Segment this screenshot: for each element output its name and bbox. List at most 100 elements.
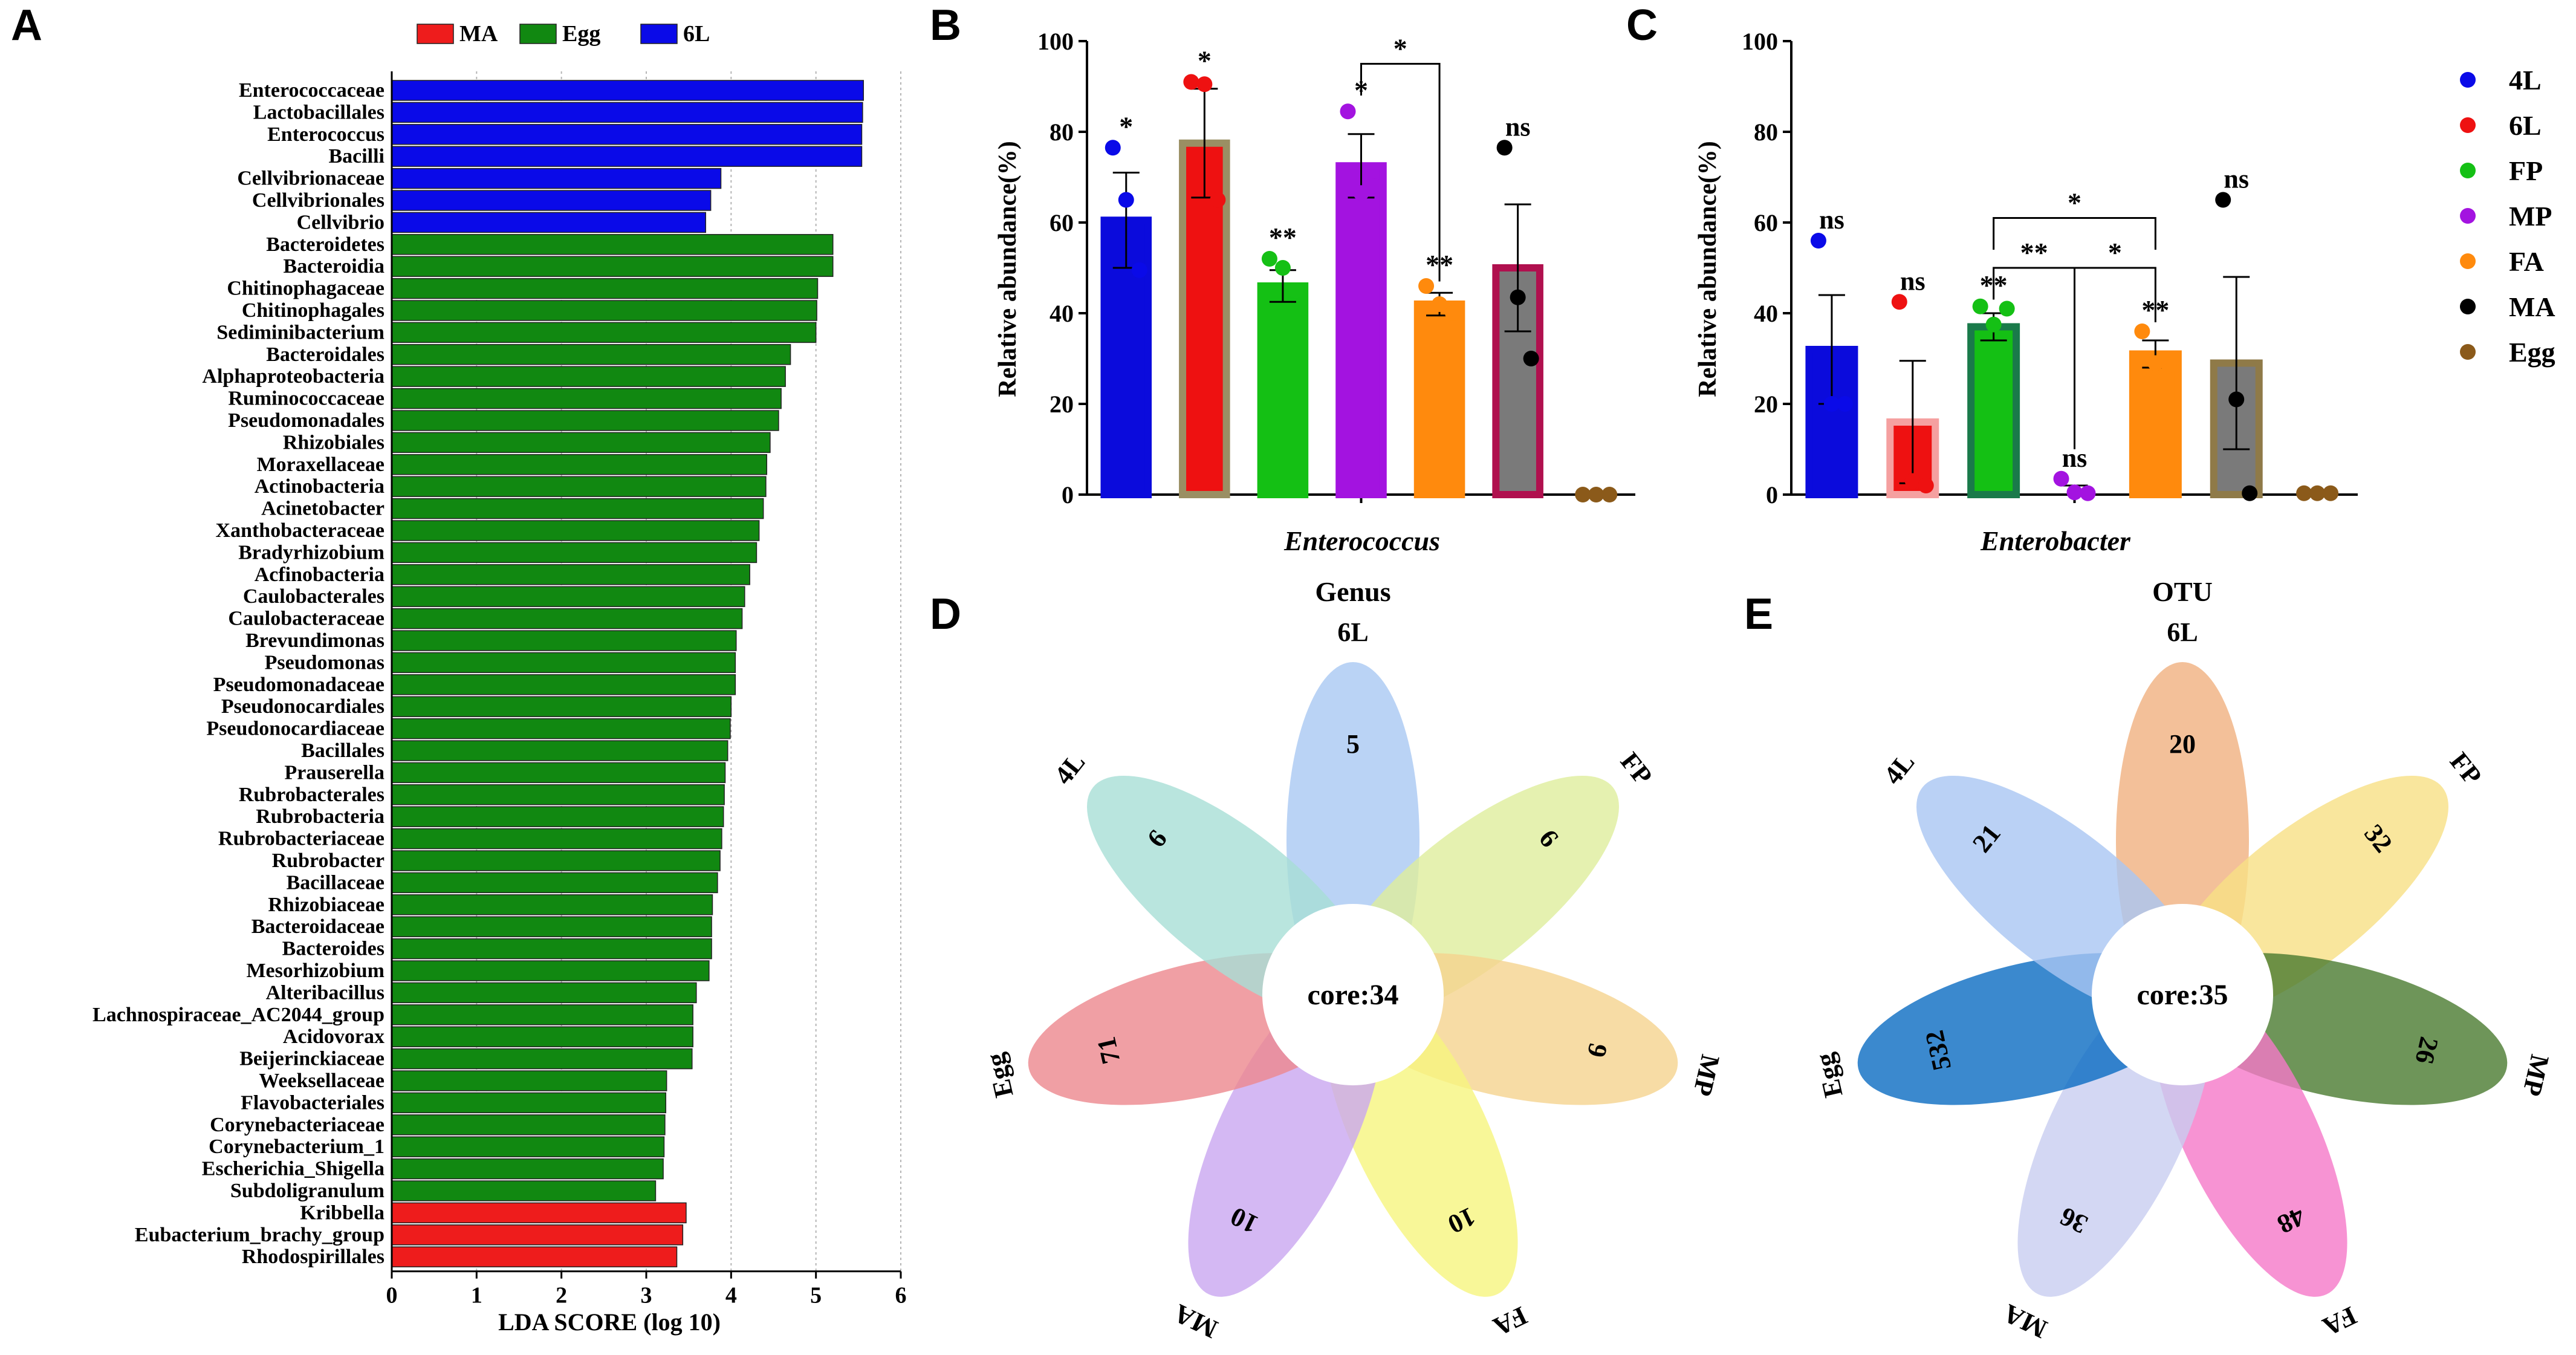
lda-x-axis-label: LDA SCORE (log 10) [498, 1308, 721, 1336]
core-circle [2092, 904, 2273, 1085]
lda-bar [391, 146, 863, 167]
lda-x-tick-label: 6 [895, 1283, 907, 1308]
legend-marker-FP [2460, 163, 2476, 178]
data-point [2080, 485, 2096, 501]
lda-category-label: Prauserella [284, 761, 384, 784]
significance-label: ns [2224, 164, 2249, 194]
data-point [1523, 351, 1539, 366]
bracket-label: ** [2020, 237, 2048, 268]
petal-value-MP: 26 [2409, 1034, 2444, 1067]
lda-category-label: Pseudonocardiaceae [206, 718, 384, 740]
lda-category-labels: EnterococcaceaeLactobacillalesEnterococc… [92, 79, 384, 1268]
lda-bar [391, 586, 745, 607]
lda-bar [391, 542, 758, 564]
lda-category-label: Alteribacillus [266, 981, 384, 1004]
lda-category-label: Chitinophagaceae [227, 278, 384, 300]
lda-category-label: Rhodospirillales [242, 1246, 384, 1268]
lda-category-label: Pseudomonadales [228, 409, 384, 432]
lda-legend: MA Egg 6L [417, 21, 710, 47]
core-circle [1262, 904, 1444, 1085]
lda-bar [391, 1180, 657, 1201]
lda-category-label: Cellvibrio [297, 211, 384, 233]
lda-bar [391, 1004, 693, 1025]
panel-label-b: B [930, 1, 961, 50]
lda-bar [391, 982, 697, 1004]
lda-category-label: Rubrobacterales [239, 784, 384, 806]
panel-label-d: D [930, 590, 961, 639]
bracket-label: * [2068, 187, 2081, 218]
legend-marker-MP [2460, 208, 2476, 224]
lda-category-label: Pseudomonas [265, 651, 384, 674]
significance-label: ns [1819, 205, 1844, 235]
bar-FA [1413, 301, 1465, 498]
data-point [2053, 470, 2069, 487]
lda-category-label: Lactobacillales [253, 101, 384, 123]
data-point [1340, 103, 1356, 120]
lda-category-label: Lachnospiraceae_AC2044_group [92, 1004, 384, 1026]
lda-bar [391, 322, 817, 343]
lda-bar [391, 102, 863, 123]
bar-FP [1967, 323, 2020, 498]
data-point [1131, 262, 1147, 278]
lda-x-tick-label: 2 [556, 1283, 567, 1308]
lda-bar [391, 1048, 693, 1070]
lda-bar [391, 366, 786, 387]
legend-label-MP: MP [2509, 201, 2552, 232]
lda-bar [391, 916, 712, 937]
y-tick-label: 0 [1766, 481, 1778, 509]
lda-category-label: Corynebacterium_1 [209, 1136, 384, 1158]
otu-flower-diagram: OTU 206L32FP26MP48FA36MA532Egg214Lcore:3… [1809, 576, 2554, 1344]
lda-category-label: Escherichia_Shigella [202, 1158, 384, 1180]
lda-category-label: Moraxellaceae [257, 453, 384, 476]
lda-bars [391, 80, 865, 1267]
lda-bar [391, 520, 760, 541]
lda-bar [391, 674, 736, 695]
lda-bar [391, 1092, 667, 1114]
lda-bar [391, 410, 779, 431]
data-point [2134, 323, 2150, 339]
lda-bar [391, 300, 817, 321]
core-label: core:35 [2136, 979, 2228, 1011]
lda-category-label: Caulobacterales [243, 585, 384, 608]
y-tick-label: 100 [1037, 28, 1074, 55]
lda-category-label: Bacteroidia [284, 255, 384, 278]
legend-label-MA: MA [2509, 291, 2555, 322]
data-point [1810, 233, 1826, 249]
lda-category-label: Acfinobacteria [255, 564, 384, 586]
lda-category-label: Rubrobacter [272, 850, 384, 872]
lda-category-label: Bacillaceae [287, 871, 384, 894]
lda-category-label: Rhizobiales [283, 431, 384, 453]
data-point [1366, 178, 1383, 194]
panel-label-e: E [1744, 590, 1773, 639]
y-tick-label: 0 [1062, 481, 1074, 509]
y-tick-label: 100 [1742, 28, 1778, 55]
lda-category-label: Acinetobacter [261, 498, 384, 520]
lda-category-label: Bacteroides [282, 938, 384, 960]
lda-bar [391, 344, 791, 365]
data-point [1904, 473, 1921, 489]
data-point [2147, 355, 2164, 371]
data-point [2242, 485, 2258, 501]
lda-bar [391, 762, 726, 784]
lda-bar [391, 828, 722, 850]
lda-bar [391, 498, 764, 519]
lda-legend-label: MA [459, 21, 498, 47]
data-point [1418, 278, 1435, 294]
lda-bar [391, 278, 819, 299]
lda-bar [391, 1224, 684, 1246]
lda-bar [391, 938, 712, 960]
significance-bracket [2074, 267, 2156, 449]
lda-category-label: Xanthobacteraceae [216, 519, 384, 542]
lda-legend-swatch [640, 24, 678, 44]
lda-bar [391, 1114, 666, 1136]
panel-label-c: C [1626, 1, 1658, 50]
lda-category-label: Bacteroidaceae [251, 915, 384, 938]
group-legend: 4L 6L FP MP FA MA Egg [2460, 65, 2555, 368]
lda-category-label: Eubacterium_brachy_group [135, 1224, 384, 1246]
y-tick-label: 60 [1754, 209, 1778, 236]
legend-marker-MA [2460, 299, 2476, 314]
data-point [1274, 260, 1291, 276]
lda-category-label: Rhizobiaceae [268, 894, 384, 916]
